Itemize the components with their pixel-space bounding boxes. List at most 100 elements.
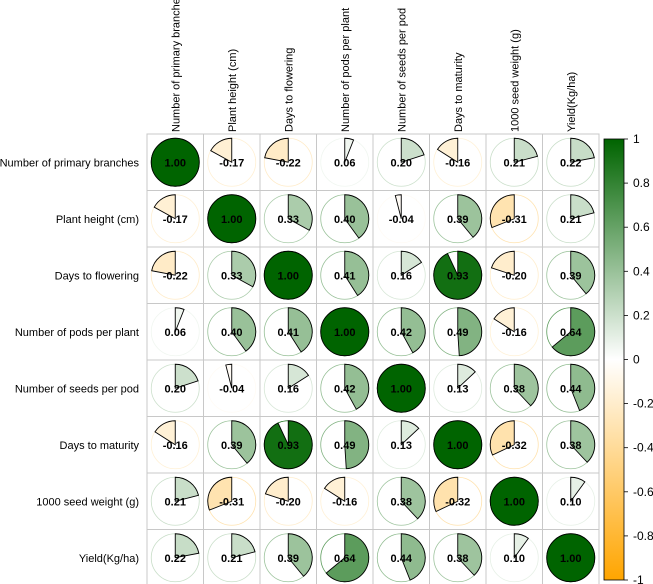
correlation-value-label: 0.16 [391, 270, 412, 282]
pie-sector [225, 363, 233, 389]
column-label: Yield(Kg/ha) [566, 72, 578, 132]
row-label: Plant height (cm) [56, 214, 139, 226]
pie-sector [287, 307, 313, 353]
correlation-cell: 0.10 [542, 472, 600, 530]
pie-sector [174, 533, 200, 559]
pie-sector [174, 476, 200, 502]
column-label: 1000 seed weight (g) [509, 29, 521, 132]
correlation-value-label: 0.21 [560, 214, 581, 226]
correlation-cell: -0.32 [429, 472, 487, 530]
row-label: 1000 seed weight (g) [36, 496, 139, 508]
pie-sector [433, 476, 459, 513]
column-label: Plant height (cm) [227, 49, 239, 132]
correlation-value-label: 0.44 [560, 383, 582, 395]
column-label: Number of pods per plant [340, 8, 352, 132]
correlation-cell: 1.00 [259, 246, 317, 304]
pie-sector [287, 363, 310, 390]
legend-tick-label: 0.2 [633, 308, 650, 322]
pie-sector [287, 194, 313, 231]
correlation-cell: 0.21 [485, 133, 543, 191]
pie-sector [323, 476, 346, 503]
correlation-cell: 0.39 [542, 246, 600, 304]
correlation-value-label: 0.13 [391, 440, 412, 452]
correlation-cell: -0.04 [372, 190, 430, 248]
pie-sector [344, 420, 370, 470]
correlation-value-label: 1.00 [391, 383, 412, 395]
correlation-value-label: 0.33 [221, 270, 242, 282]
column-label: Number of primary branches [170, 0, 182, 132]
legend-tick-label: 0.4 [633, 264, 650, 278]
pie-sector [400, 307, 426, 354]
correlation-value-label: 0.39 [278, 553, 299, 565]
correlation-value-label: -0.04 [389, 214, 415, 226]
correlation-cell: 0.64 [542, 303, 600, 361]
correlation-cell: 0.40 [316, 190, 374, 248]
correlation-cell: 0.21 [203, 529, 261, 584]
correlation-cell: -0.04 [203, 359, 261, 417]
correlation-value-label: 0.42 [334, 383, 355, 395]
correlation-cell: -0.20 [259, 472, 317, 530]
correlation-cell: 0.41 [316, 246, 374, 304]
pie-sector [376, 363, 426, 413]
correlation-value-label: 0.38 [447, 553, 468, 565]
pie-sector [264, 476, 289, 502]
correlation-cell: 0.39 [259, 529, 317, 584]
correlation-value-label: 1.00 [221, 214, 242, 226]
correlation-cell: -0.22 [259, 133, 317, 191]
correlation-value-label: -0.32 [502, 440, 527, 452]
correlation-value-label: 0.64 [560, 327, 582, 339]
correlation-value-label: 0.39 [221, 440, 242, 452]
correlation-cell: -0.17 [203, 133, 261, 191]
column-label: Days to flowering [283, 48, 295, 132]
correlation-cell: 0.21 [146, 472, 204, 530]
correlation-value-label: 0.38 [560, 440, 581, 452]
correlation-value-label: 1.00 [165, 157, 186, 169]
pie-sector [263, 250, 313, 300]
pie-sector [490, 250, 515, 276]
row-label: Number of seeds per pod [15, 383, 139, 395]
correlation-cell: 0.06 [146, 303, 204, 361]
correlation-value-label: 0.49 [447, 327, 468, 339]
pie-sector [436, 137, 459, 164]
legend-tick-label: 0.8 [633, 176, 650, 190]
correlation-value-label: 0.33 [278, 214, 299, 226]
pie-sector [489, 476, 539, 526]
correlation-value-label: -0.04 [219, 383, 245, 395]
correlation-cell: 0.38 [542, 416, 600, 474]
correlation-value-label: 0.42 [391, 327, 412, 339]
legend-tick-label: -0.2 [633, 397, 653, 411]
correlation-cell: 0.40 [203, 303, 261, 361]
pie-sector [344, 194, 370, 239]
row-label: Days to flowering [55, 270, 139, 282]
correlation-value-label: 0.40 [334, 214, 355, 226]
correlation-cell: 1.00 [316, 303, 374, 361]
pie-sector [150, 137, 200, 187]
correlation-value-label: 0.40 [221, 327, 242, 339]
pie-sector [457, 194, 483, 238]
legend-ticks: 1 0.8 0.6 0.4 0.2 0 -0.2 -0.4 -0.6 -0.8 -1 [624, 132, 653, 584]
pie-sector [400, 420, 420, 446]
correlation-cell: 1.00 [146, 133, 204, 191]
correlation-cell: 1.00 [429, 416, 487, 474]
pie-sector [546, 533, 596, 583]
pie-sector [433, 420, 483, 470]
correlation-value-label: -0.16 [163, 440, 188, 452]
pie-sector [570, 363, 596, 412]
pie-sector [264, 137, 289, 163]
pie-sector [174, 307, 185, 332]
correlation-cell: -0.16 [429, 133, 487, 191]
legend-tick-label: -0.6 [633, 485, 653, 499]
correlation-cell: 0.06 [316, 133, 374, 191]
correlation-value-label: 0.22 [165, 553, 186, 565]
pie-sector [457, 307, 483, 357]
correlation-cell: 0.49 [429, 303, 487, 361]
correlation-cell: 0.41 [259, 303, 317, 361]
correlation-value-label: 0.49 [334, 440, 355, 452]
correlation-value-label: 0.22 [560, 157, 581, 169]
correlation-cell: 0.38 [485, 359, 543, 417]
correlation-value-label: 0.93 [447, 270, 468, 282]
pie-sector [551, 307, 596, 357]
row-label: Days to maturity [60, 440, 140, 452]
pie-sector [570, 250, 596, 295]
correlation-value-label: 0.64 [334, 553, 356, 565]
